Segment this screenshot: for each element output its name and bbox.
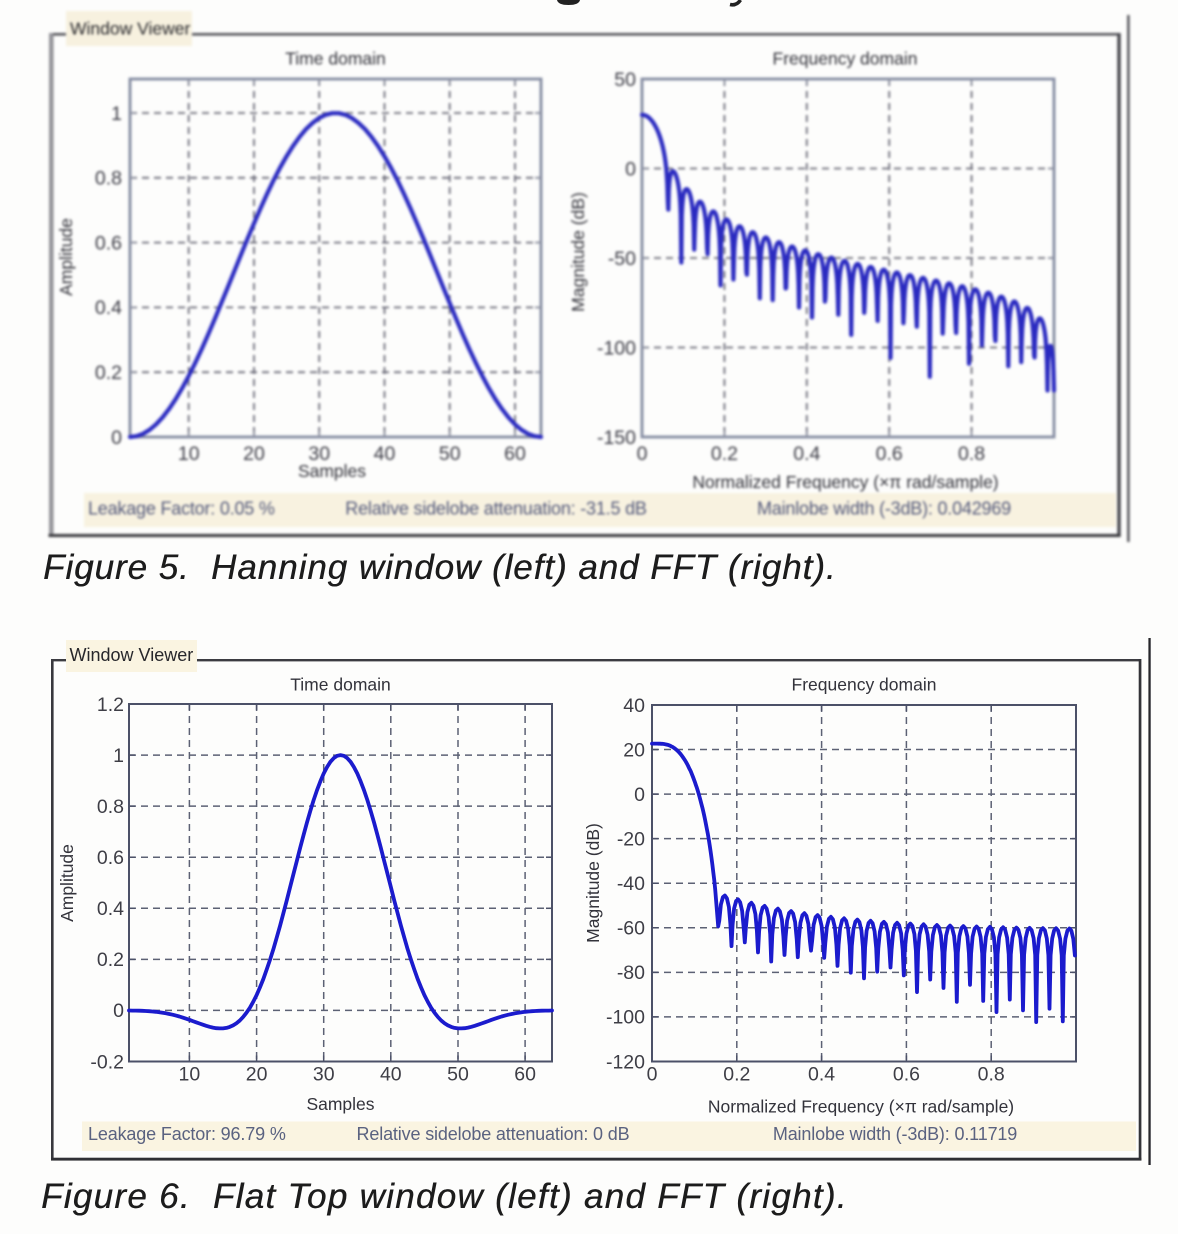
svg-text:30: 30 <box>313 1063 335 1085</box>
svg-text:0.6: 0.6 <box>97 847 124 869</box>
svg-text:Relative sidelobe attenuation:: Relative sidelobe attenuation: 0 dB <box>357 1124 630 1144</box>
svg-text:Frequency domain: Frequency domain <box>773 49 918 69</box>
svg-text:20: 20 <box>623 739 645 761</box>
svg-text:Mainlobe width (-3dB): 0.04296: Mainlobe width (-3dB): 0.042969 <box>757 499 1011 519</box>
svg-text:0.8: 0.8 <box>958 443 985 465</box>
svg-text:-120: -120 <box>606 1051 645 1073</box>
svg-text:0.8: 0.8 <box>97 796 124 818</box>
svg-text:60: 60 <box>514 1063 536 1085</box>
svg-text:0: 0 <box>647 1063 658 1085</box>
svg-text:Window Viewer: Window Viewer <box>70 645 194 665</box>
svg-text:0.2: 0.2 <box>97 949 124 971</box>
svg-text:40: 40 <box>623 695 645 717</box>
svg-text:0.2: 0.2 <box>95 362 122 384</box>
svg-text:-60: -60 <box>617 918 645 940</box>
svg-text:0: 0 <box>111 427 122 449</box>
svg-text:60: 60 <box>504 443 526 465</box>
svg-text:0.2: 0.2 <box>711 443 738 465</box>
svg-text:0.8: 0.8 <box>978 1063 1005 1085</box>
svg-text:Samples: Samples <box>298 461 366 481</box>
svg-text:50: 50 <box>614 69 636 91</box>
svg-text:Samples: Samples <box>306 1094 374 1114</box>
svg-text:0.4: 0.4 <box>95 297 122 319</box>
svg-text:Amplitude: Amplitude <box>56 218 76 296</box>
svg-text:0: 0 <box>634 784 645 806</box>
svg-text:Normalized Frequency (×π rad/: Normalized Frequency (×π rad/sample) <box>708 1097 1014 1117</box>
svg-text:1.2: 1.2 <box>97 694 124 716</box>
svg-text:Time domain: Time domain <box>290 675 391 695</box>
svg-text:Magnitude (dB): Magnitude (dB) <box>568 192 588 312</box>
svg-text:0.4: 0.4 <box>97 898 124 920</box>
svg-text:0.8: 0.8 <box>95 168 122 190</box>
svg-text:10: 10 <box>178 443 200 465</box>
svg-text:Time domain: Time domain <box>285 49 386 69</box>
svg-text:1: 1 <box>111 103 122 125</box>
svg-text:-0.2: -0.2 <box>90 1051 124 1073</box>
svg-text:50: 50 <box>439 443 461 465</box>
svg-text:-40: -40 <box>617 873 645 895</box>
svg-text:-80: -80 <box>617 962 645 984</box>
svg-text:-100: -100 <box>597 337 636 359</box>
svg-text:50: 50 <box>447 1063 469 1085</box>
svg-text:0.4: 0.4 <box>808 1063 835 1085</box>
svg-text:Normalized Frequency (×π rad/: Normalized Frequency (×π rad/sample) <box>692 472 998 492</box>
svg-text:Frequency domain: Frequency domain <box>792 675 937 695</box>
svg-text:Mainlobe width (-3dB): 0.11719: Mainlobe width (-3dB): 0.11719 <box>773 1124 1017 1144</box>
svg-text:Magnitude (dB): Magnitude (dB) <box>583 823 603 943</box>
svg-text:Relative sidelobe attenuation:: Relative sidelobe attenuation: -31.5 dB <box>345 499 647 519</box>
svg-text:0.6: 0.6 <box>95 232 122 254</box>
svg-text:0.6: 0.6 <box>876 443 903 465</box>
svg-text:Window Viewer: Window Viewer <box>70 19 190 39</box>
svg-text:20: 20 <box>243 443 265 465</box>
svg-text:30: 30 <box>308 443 330 465</box>
svg-text:40: 40 <box>374 443 396 465</box>
svg-text:0.2: 0.2 <box>723 1063 750 1085</box>
svg-text:-20: -20 <box>617 828 645 850</box>
svg-text:0: 0 <box>637 443 648 465</box>
svg-text:0.4: 0.4 <box>793 443 820 465</box>
svg-text:0: 0 <box>625 158 636 180</box>
svg-text:-150: -150 <box>597 427 636 449</box>
svg-text:-100: -100 <box>606 1007 645 1029</box>
svg-text:20: 20 <box>246 1063 268 1085</box>
svg-text:40: 40 <box>380 1063 402 1085</box>
svg-text:10: 10 <box>179 1063 201 1085</box>
svg-text:Leakage Factor: 96.79 %: Leakage Factor: 96.79 % <box>88 1124 286 1144</box>
svg-text:Amplitude: Amplitude <box>57 844 77 922</box>
svg-text:1: 1 <box>113 745 124 767</box>
svg-text:0: 0 <box>113 1000 124 1022</box>
svg-text:-50: -50 <box>608 248 636 270</box>
svg-text:0.6: 0.6 <box>893 1063 920 1085</box>
svg-text:Leakage Factor: 0.05 %: Leakage Factor: 0.05 % <box>88 499 275 519</box>
